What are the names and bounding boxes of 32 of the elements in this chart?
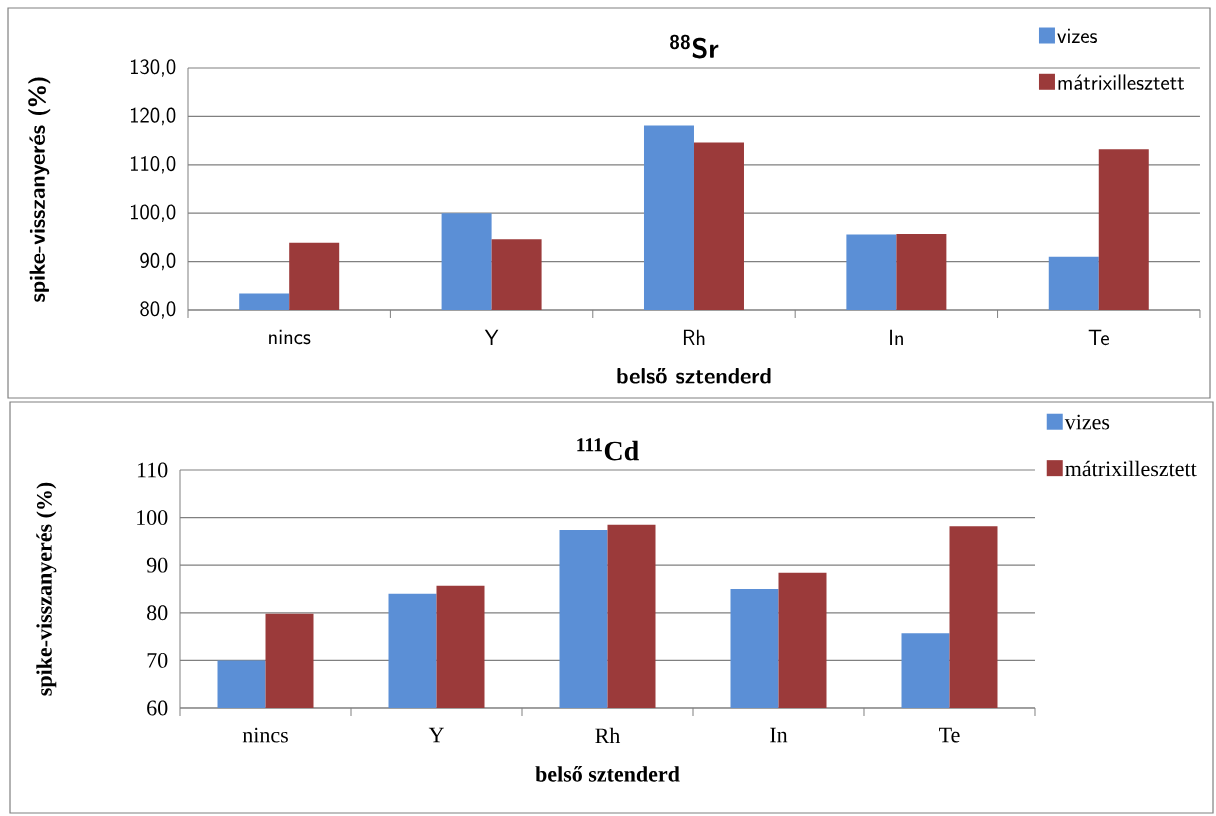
x-tick-label: Te bbox=[939, 727, 960, 743]
x-tick-label: In bbox=[770, 727, 788, 743]
x-tick-label: In bbox=[890, 329, 903, 346]
x-tick-label: Rh bbox=[683, 329, 705, 346]
legend-label: mátrixillesztett bbox=[1065, 460, 1197, 477]
y-tick-label: 110,0 bbox=[130, 156, 176, 174]
y-tick-label: 60 bbox=[147, 700, 168, 716]
x-tick-label: Te bbox=[1088, 329, 1109, 346]
chart-title: $^{88}$Sr bbox=[670, 34, 719, 59]
y-tick-label: 90,0 bbox=[140, 252, 176, 271]
x-axis-title: belső sztenderd bbox=[617, 368, 771, 384]
x-tick-label: nincs bbox=[269, 329, 311, 345]
x-tick-label: nincs bbox=[242, 727, 288, 743]
x-tick-label: Rh bbox=[595, 727, 621, 744]
y-tick-label: 80,0 bbox=[140, 301, 176, 319]
y-tick-label: 100 bbox=[137, 510, 168, 526]
y-axis-title: spike-visszanyerés (%) bbox=[28, 77, 51, 302]
y-tick-label: 90 bbox=[146, 557, 168, 573]
y-axis-title: spike-visszanyerés (%) bbox=[36, 482, 57, 696]
legend-label: mátrixillesztett bbox=[1058, 74, 1185, 90]
y-tick-label: 110 bbox=[137, 462, 168, 478]
legend-label: vizes bbox=[1064, 414, 1110, 430]
y-tick-label: 70 bbox=[147, 652, 168, 668]
y-tick-label: 120,0 bbox=[130, 107, 176, 126]
chart-title: $^{111}$Cd bbox=[577, 438, 639, 461]
y-tick-label: 100,0 bbox=[130, 204, 176, 222]
x-tick-label: Y bbox=[428, 727, 444, 743]
x-axis-title: belső sztenderd bbox=[535, 765, 680, 782]
y-tick-label: 80 bbox=[147, 605, 168, 621]
x-tick-label: Y bbox=[484, 329, 499, 346]
y-tick-label: 130,0 bbox=[130, 59, 176, 77]
legend-label: vizes bbox=[1057, 28, 1097, 44]
